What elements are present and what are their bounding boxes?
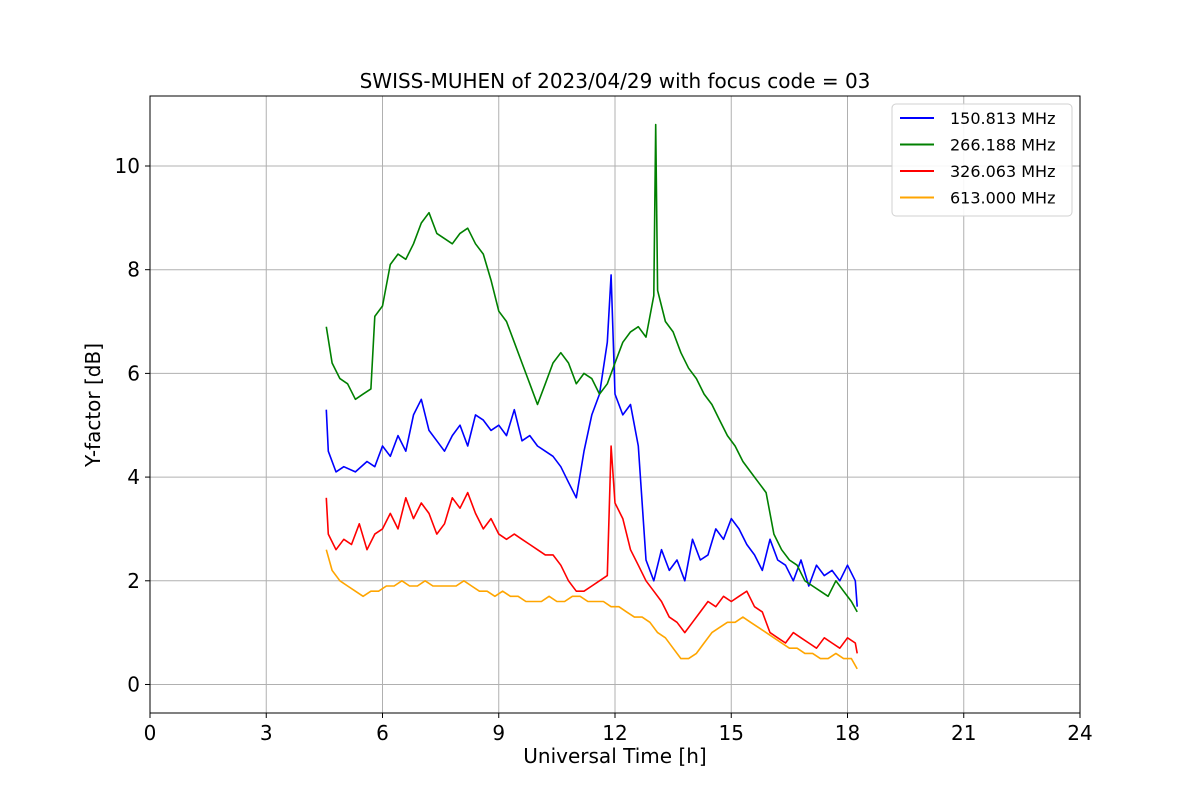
y-axis-label: Y-factor [dB] — [81, 343, 105, 468]
series-line-613-000-mhz — [325, 549, 858, 670]
x-tick-label: 21 — [951, 721, 976, 745]
x-tick-label: 0 — [144, 721, 157, 745]
x-tick-label: 6 — [376, 721, 389, 745]
y-tick-label: 8 — [127, 258, 140, 282]
legend-label: 150.813 MHz — [950, 109, 1055, 128]
legend-box — [891, 103, 1073, 217]
x-tick-label: 18 — [835, 721, 860, 745]
x-axis: 0 3 6 9 12 15 18 21 24 — [144, 713, 1093, 745]
x-axis-label: Universal Time [h] — [523, 744, 706, 768]
y-tick-label: 4 — [127, 465, 140, 489]
legend-label: 613.000 MHz — [950, 189, 1055, 208]
x-tick-label: 3 — [260, 721, 273, 745]
legend: 150.813 MHz 266.188 MHz 326.063 MHz 613.000… — [891, 103, 1073, 217]
y-tick-label: 10 — [115, 154, 140, 178]
x-tick-label: 15 — [719, 721, 744, 745]
legend-label: 326.063 MHz — [950, 162, 1055, 181]
series-line-326-063-mhz — [325, 445, 858, 654]
x-tick-label: 24 — [1067, 721, 1092, 745]
x-tick-label: 9 — [492, 721, 505, 745]
chart-title: SWISS-MUHEN of 2023/04/29 with focus cod… — [360, 69, 871, 93]
y-tick-label: 6 — [127, 361, 140, 385]
legend-label: 266.188 MHz — [950, 136, 1055, 155]
y-axis: 0 2 4 6 8 10 — [115, 154, 150, 696]
x-tick-label: 12 — [602, 721, 627, 745]
y-tick-label: 0 — [127, 672, 140, 696]
series-line-266-188-mhz — [325, 123, 858, 613]
plot-lines — [325, 123, 858, 670]
y-tick-label: 2 — [127, 569, 140, 593]
